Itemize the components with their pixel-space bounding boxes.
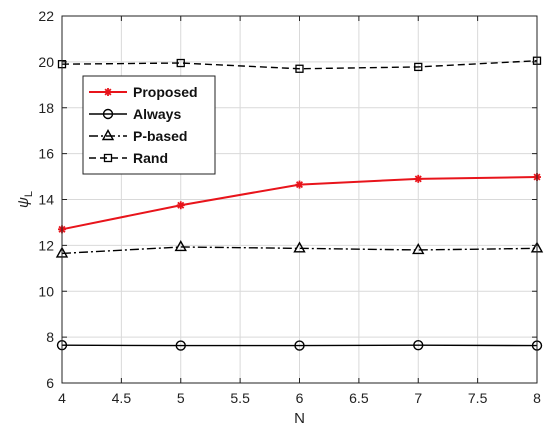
y-tick-label: 10 bbox=[38, 283, 54, 299]
x-tick-label: 4 bbox=[58, 390, 66, 406]
data-point bbox=[174, 240, 187, 252]
legend-entry: Always bbox=[89, 106, 181, 122]
legend-entry: Proposed bbox=[89, 84, 198, 100]
data-point bbox=[414, 62, 423, 72]
legend-label: Always bbox=[133, 106, 181, 122]
data-point bbox=[176, 201, 185, 210]
y-axis-label-sub: L bbox=[23, 191, 35, 197]
y-tick-label: 16 bbox=[38, 146, 54, 162]
y-tick-label: 14 bbox=[38, 192, 54, 208]
series-line bbox=[61, 246, 538, 255]
x-tick-label: 5.5 bbox=[230, 390, 250, 406]
data-point bbox=[413, 339, 424, 351]
x-axis-label: N bbox=[294, 410, 305, 427]
legend-entry: Rand bbox=[89, 150, 168, 166]
legend-marker bbox=[102, 108, 114, 120]
series-line bbox=[61, 60, 538, 70]
data-point bbox=[412, 243, 425, 255]
legend: Proposed Always P-based Rand bbox=[82, 75, 216, 175]
data-point bbox=[294, 340, 305, 351]
series-layer bbox=[55, 56, 544, 351]
x-tick-label: 4.5 bbox=[112, 390, 132, 406]
y-tick-label: 6 bbox=[46, 375, 54, 391]
legend-marker bbox=[103, 153, 113, 163]
legend-label: P-based bbox=[133, 128, 187, 144]
data-point bbox=[295, 64, 304, 73]
x-tick-label: 6.5 bbox=[349, 390, 369, 406]
y-tick-label: 8 bbox=[46, 329, 54, 345]
data-point bbox=[293, 241, 306, 253]
x-tick-label: 6 bbox=[296, 390, 304, 406]
y-tick-label: 22 bbox=[38, 8, 54, 24]
tick-labels: 4 4.5 5 5.5 6 6.5 7 7.5 8 6 8 10 12 14 16 18 20 22 bbox=[38, 8, 541, 406]
y-tick-label: 12 bbox=[38, 237, 54, 253]
x-tick-label: 7 bbox=[414, 390, 422, 406]
x-tick-label: 8 bbox=[533, 390, 541, 406]
y-axis-label-main: ψ bbox=[15, 197, 32, 208]
x-tick-label: 7.5 bbox=[468, 390, 488, 406]
legend-label: Proposed bbox=[133, 84, 198, 100]
data-point bbox=[176, 58, 185, 68]
y-axis-label: ψL bbox=[15, 191, 35, 208]
grid bbox=[61, 15, 538, 384]
legend-entry: P-based bbox=[89, 128, 187, 144]
y-tick-label: 20 bbox=[38, 54, 54, 70]
x-tick-label: 5 bbox=[177, 390, 185, 406]
data-point bbox=[295, 180, 304, 189]
legend-label: Rand bbox=[133, 150, 168, 166]
y-tick-label: 18 bbox=[38, 100, 54, 116]
data-point bbox=[175, 340, 186, 351]
data-point bbox=[414, 174, 423, 183]
series-proposed bbox=[58, 173, 541, 234]
legend-marker bbox=[101, 129, 115, 141]
legend-marker bbox=[104, 88, 112, 96]
